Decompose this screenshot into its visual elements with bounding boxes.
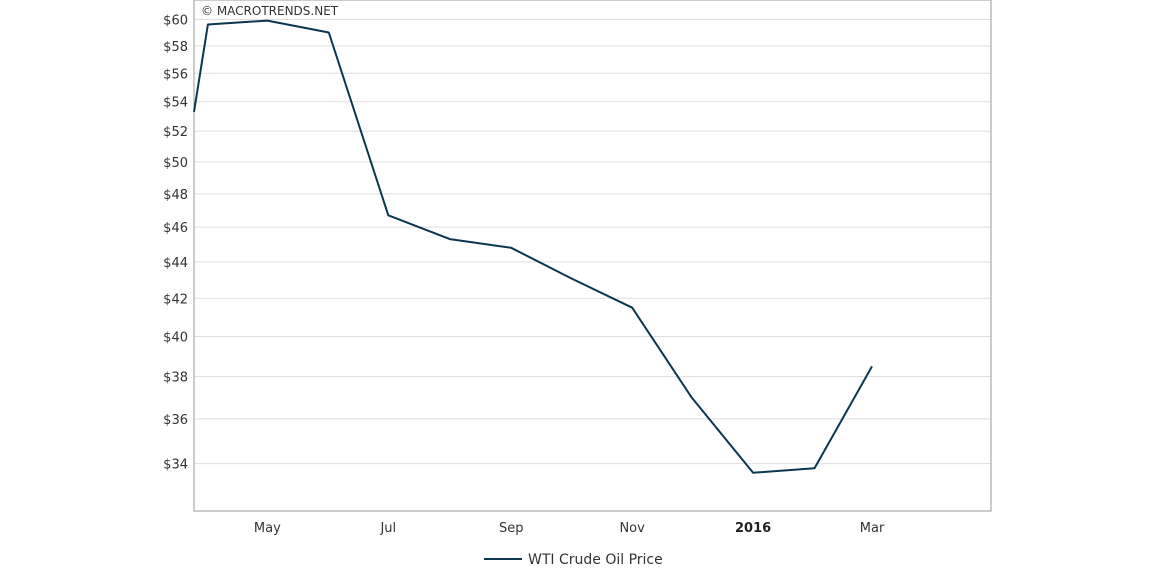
x-tick-label: May	[254, 521, 281, 536]
y-tick-label: $60	[163, 13, 188, 28]
x-axis-ticks: May Jul Sep Nov 2016 Mar	[254, 521, 885, 536]
y-tick-label: $42	[163, 292, 188, 307]
y-tick-label: $50	[163, 156, 188, 171]
data-point[interactable]	[689, 394, 695, 400]
data-point[interactable]	[447, 236, 453, 242]
y-axis-ticks: $34 $36 $38 $40 $42 $44 $46 $48 $50 $52 $54 $56 $58 $…	[163, 13, 188, 472]
data-point[interactable]	[205, 22, 211, 28]
x-tick-label: Nov	[619, 521, 645, 536]
y-tick-label: $44	[163, 256, 188, 271]
data-point[interactable]	[191, 109, 197, 115]
y-tick-label: $56	[163, 67, 188, 82]
legend[interactable]: WTI Crude Oil Price	[484, 552, 663, 568]
y-tick-label: $52	[163, 125, 188, 140]
x-tick-label: Sep	[499, 521, 524, 536]
plot-frame	[193, 0, 992, 512]
data-point[interactable]	[812, 465, 818, 471]
y-tick-label: $54	[163, 96, 188, 111]
legend-item-wti-crude-oil-price[interactable]: WTI Crude Oil Price	[528, 552, 663, 568]
y-tick-label: $34	[163, 458, 188, 473]
source-credit: © MACROTRENDS.NET	[201, 4, 339, 18]
y-tick-label: $58	[163, 40, 188, 55]
y-tick-label: $46	[163, 221, 188, 236]
y-tick-label: $48	[163, 188, 188, 203]
y-tick-label: $40	[163, 330, 188, 345]
x-tick-label: Jul	[379, 521, 396, 536]
y-tick-label: $38	[163, 371, 188, 386]
data-point[interactable]	[326, 29, 332, 35]
data-point[interactable]	[568, 275, 574, 281]
data-point[interactable]	[869, 363, 875, 369]
gridlines	[194, 18, 991, 465]
data-point[interactable]	[385, 212, 391, 218]
data-point[interactable]	[750, 470, 756, 476]
x-tick-label: Mar	[860, 521, 885, 536]
data-point[interactable]	[508, 245, 514, 251]
data-point[interactable]	[264, 18, 270, 24]
y-tick-label: $36	[163, 413, 188, 428]
x-tick-label: 2016	[735, 521, 771, 536]
data-point[interactable]	[629, 305, 635, 311]
series-line-wti-crude-oil-price	[193, 19, 873, 474]
series-points	[191, 18, 875, 476]
